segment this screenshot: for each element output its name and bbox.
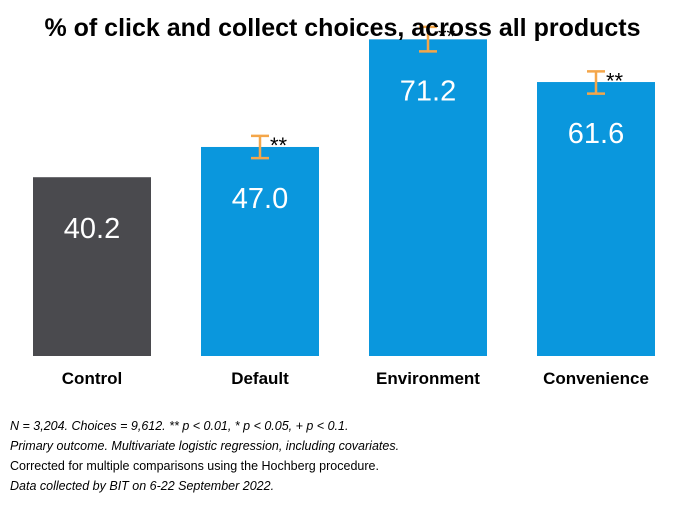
- note-sample-size: N = 3,204. Choices = 9,612. ** p < 0.01,…: [10, 419, 349, 433]
- bar-convenience: [537, 82, 655, 356]
- category-label-environment: Environment: [376, 369, 480, 388]
- category-label-convenience: Convenience: [543, 369, 649, 388]
- note-correction: Corrected for multiple comparisons using…: [10, 459, 379, 473]
- value-label-default: 47.0: [232, 183, 288, 215]
- note-data-source: Data collected by BIT on 6-22 September …: [10, 479, 275, 493]
- bar-environment: [369, 39, 487, 356]
- bar-default: [201, 146, 319, 356]
- significance-marker-convenience: **: [606, 68, 624, 93]
- note-method: Primary outcome. Multivariate logistic r…: [10, 439, 400, 453]
- value-label-environment: 71.2: [400, 75, 456, 107]
- bar-control: [33, 177, 151, 356]
- chart-title: % of click and collect choices, across a…: [44, 14, 641, 42]
- value-label-convenience: 61.6: [568, 118, 624, 150]
- category-label-default: Default: [231, 369, 289, 388]
- chart-notes: N = 3,204. Choices = 9,612. ** p < 0.01,…: [10, 416, 399, 496]
- category-label-control: Control: [62, 369, 122, 388]
- significance-marker-environment: **: [438, 24, 456, 49]
- significance-marker-default: **: [270, 133, 288, 158]
- value-label-control: 40.2: [64, 213, 120, 245]
- bar-chart: 40.2 Control 47.0 Default ** 71.2 Environment *…: [33, 24, 655, 388]
